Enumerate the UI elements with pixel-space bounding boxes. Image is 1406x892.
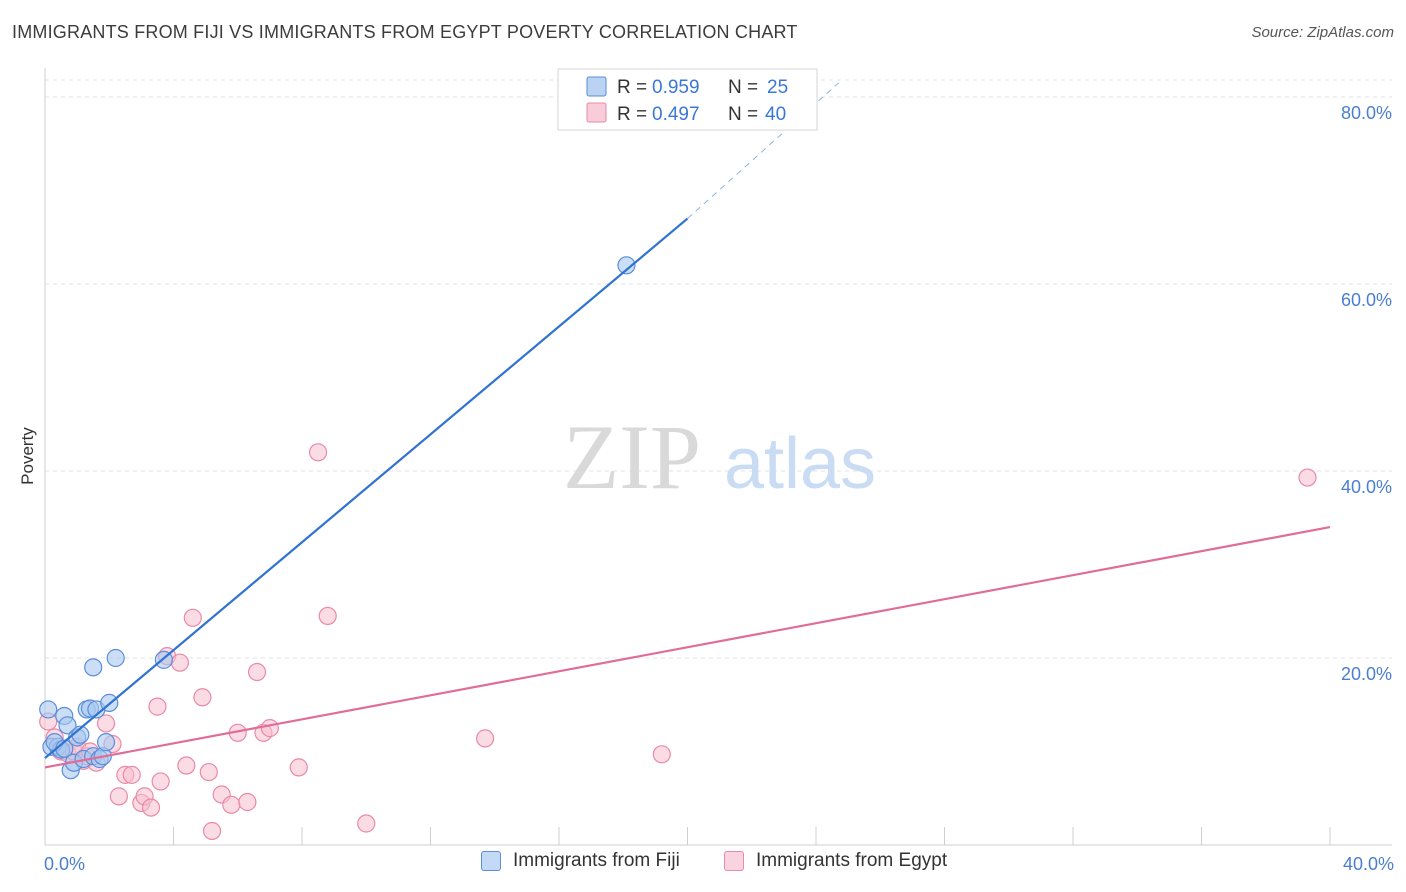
- egypt-point: [170, 653, 190, 672]
- watermark: ZIP atlas: [563, 406, 876, 508]
- egypt-point: [96, 714, 116, 733]
- legend-item-egypt: Immigrants from Egypt: [724, 850, 947, 872]
- egypt-point: [308, 443, 328, 462]
- egypt-point: [652, 745, 671, 764]
- egypt-point: [357, 814, 376, 833]
- fiji-point: [39, 700, 58, 719]
- egypt-point: [122, 765, 141, 784]
- tick-labels: 20.0% 40.0% 60.0% 80.0% 0.0% 40.0%: [44, 103, 1394, 874]
- fiji-r-value: 0.959: [652, 77, 700, 98]
- watermark-zip: ZIP: [563, 406, 701, 508]
- legend-item-fiji: Immigrants from Fiji: [481, 850, 680, 872]
- legend-label-egypt: Immigrants from Egypt: [756, 850, 948, 871]
- fiji-point: [617, 256, 636, 275]
- y-tick-label: 60.0%: [1341, 290, 1392, 310]
- fiji-r-label: R =: [617, 77, 652, 98]
- fiji-point: [96, 733, 116, 752]
- egypt-point: [318, 606, 337, 626]
- fiji-trend-line: [44, 217, 689, 759]
- x-tick-label-end: 40.0%: [1343, 854, 1394, 874]
- legend-label-fiji: Immigrants from Fiji: [513, 850, 680, 871]
- egypt-point: [476, 729, 495, 748]
- grid-lines: [45, 79, 1392, 659]
- fiji-point: [106, 648, 125, 668]
- egypt-point: [289, 758, 308, 777]
- egypt-point: [1298, 468, 1317, 487]
- egypt-point: [183, 608, 202, 627]
- fiji-n-label: N =: [728, 77, 763, 98]
- egypt-points: [39, 443, 1317, 841]
- egypt-n-label: N =: [728, 104, 763, 125]
- egypt-point: [151, 772, 170, 791]
- egypt-swatch: [724, 851, 744, 871]
- fiji-points: [39, 256, 636, 780]
- egypt-point: [199, 762, 218, 782]
- fiji-swatch: [481, 851, 501, 871]
- y-tick-label: 80.0%: [1341, 103, 1392, 123]
- y-tick-label: 20.0%: [1341, 664, 1392, 684]
- fiji-point: [84, 658, 103, 677]
- egypt-point: [148, 697, 167, 716]
- fiji-legend-swatch: [586, 76, 607, 97]
- chart-title: IMMIGRANTS FROM FIJI VS IMMIGRANTS FROM …: [12, 22, 798, 42]
- watermark-atlas: atlas: [724, 424, 876, 504]
- series-legend: Immigrants from Fiji Immigrants from Egy…: [0, 850, 1406, 880]
- egypt-point: [193, 688, 212, 707]
- egypt-point: [260, 719, 279, 738]
- fiji-point: [58, 716, 77, 735]
- y-tick-label: 40.0%: [1341, 477, 1392, 497]
- egypt-r-value: 0.497: [652, 104, 700, 125]
- egypt-trend-line: [44, 526, 1331, 769]
- egypt-point: [238, 792, 257, 812]
- egypt-point: [247, 662, 267, 682]
- egypt-r-label: R =: [617, 104, 652, 125]
- fiji-n-value: 25: [767, 77, 788, 98]
- egypt-point: [141, 798, 161, 817]
- chart-source: Source: ZipAtlas.com: [1251, 24, 1394, 41]
- egypt-legend-swatch: [586, 102, 607, 123]
- x-tick-label-start: 0.0%: [44, 854, 85, 874]
- egypt-n-value: 40: [765, 104, 786, 125]
- y-axis-label: Poverty: [18, 427, 37, 485]
- stats-legend: R = 0.959 N = 25 R = 0.497 N = 40: [557, 68, 818, 131]
- egypt-point: [177, 756, 196, 775]
- egypt-point: [222, 795, 241, 814]
- egypt-point: [109, 787, 128, 806]
- egypt-point: [202, 821, 222, 841]
- axes: [44, 68, 1392, 846]
